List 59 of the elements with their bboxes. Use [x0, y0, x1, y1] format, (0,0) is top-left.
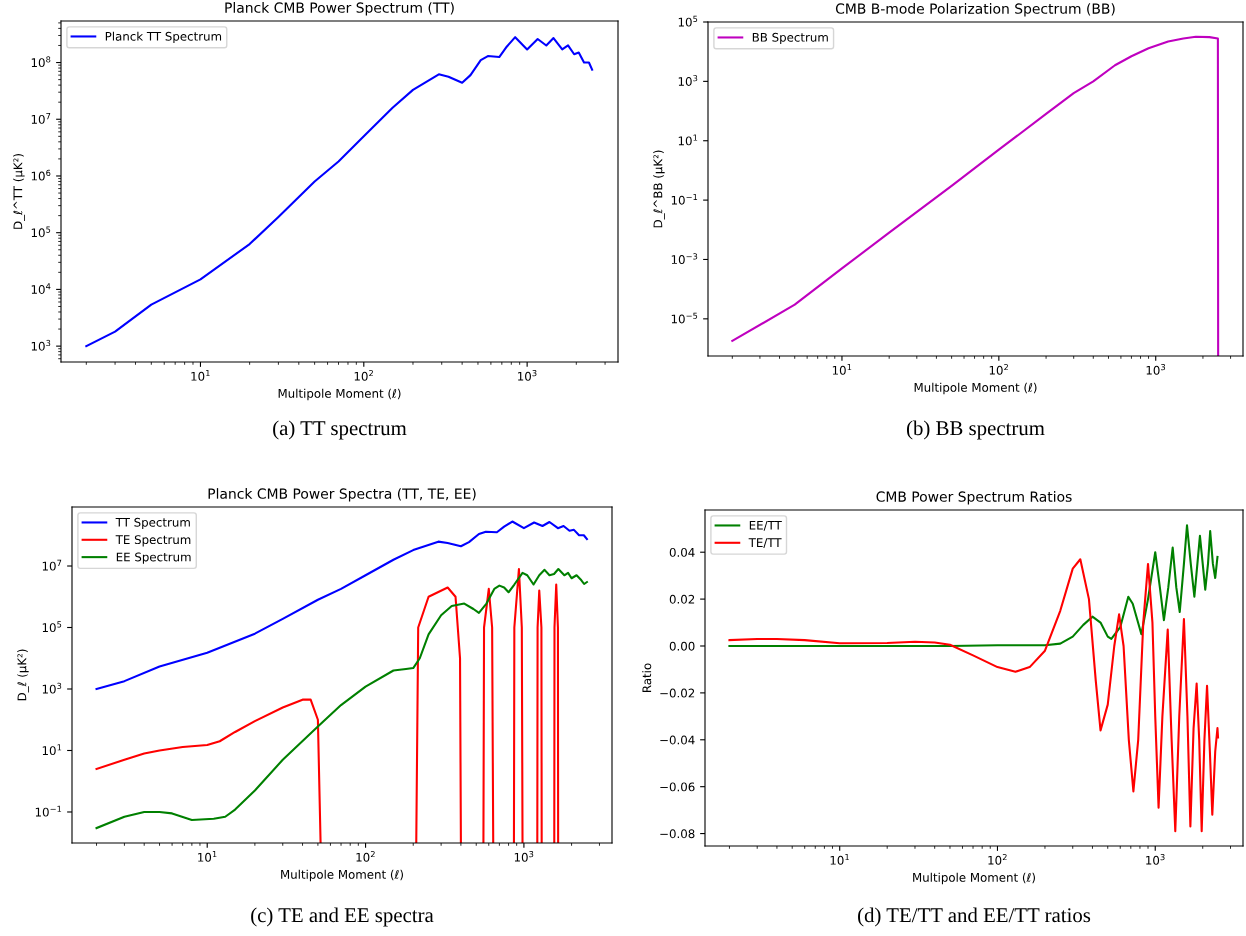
- chart-title: CMB B-mode Polarization Spectrum (BB): [835, 3, 1115, 17]
- chart-title: Planck CMB Power Spectrum (TT): [225, 2, 454, 16]
- y-tick-label: −0.06: [660, 782, 695, 792]
- y-tick-label: 10$^{5}$: [42, 621, 62, 633]
- y-axis-title: D_ℓ (μK²): [17, 649, 29, 701]
- legend-label: TE/TT: [748, 538, 782, 549]
- y-tick-label: 10$^{3}$: [31, 339, 51, 351]
- y-tick-label: 10$^{4}$: [31, 283, 51, 294]
- y-tick-label: 10$^{8}$: [31, 56, 51, 68]
- y-tick-label: −0.02: [660, 688, 695, 698]
- x-tick-label: 10$^{1}$: [830, 854, 849, 865]
- y-tick-label: 10$^{3}$: [42, 682, 62, 694]
- y-axis-title: D_ℓ^BB (μK²): [653, 150, 665, 228]
- x-axis-title: Multipole Moment (ℓ): [913, 872, 1035, 885]
- legend-label: EE/TT: [749, 520, 782, 531]
- legend-label: EE Spectrum: [116, 552, 191, 564]
- x-tick-label: 10$^{1}$: [198, 851, 217, 862]
- x-tick-label: 10$^{2}$: [356, 850, 375, 862]
- x-tick-label: 10$^{2}$: [989, 363, 1009, 375]
- legend-label: Planck TT Spectrum: [105, 31, 222, 44]
- x-tick-label: 10$^{1}$: [832, 364, 852, 375]
- y-tick-label: 10$^{1}$: [42, 744, 62, 756]
- y-tick-label: 10$^{−1}$: [35, 805, 62, 817]
- legend-label: BB Spectrum: [752, 32, 828, 45]
- text: (a) TT spectrum: [273, 420, 407, 440]
- x-tick-label: 10$^{3}$: [518, 369, 537, 381]
- text: (d) TE/TT and EE/TT ratios: [858, 907, 1091, 927]
- y-tick-label: 0.00: [669, 641, 695, 651]
- x-axis-title: Multipole Moment (ℓ): [281, 869, 403, 882]
- y-tick-label: 0.02: [669, 594, 695, 604]
- y-tick-label: 10$^{1}$: [678, 134, 698, 146]
- legend-label: TT Spectrum: [115, 517, 190, 530]
- y-tick-label: 10$^{3}$: [678, 75, 698, 86]
- x-tick-label: 10$^{3}$: [514, 850, 534, 862]
- legend-label: TE Spectrum: [115, 535, 191, 547]
- y-tick-label: 0.04: [669, 547, 695, 557]
- chart-title: Planck CMB Power Spectra (TT, TE, EE): [208, 488, 476, 502]
- y-tick-label: −0.04: [660, 735, 695, 745]
- y-tick-label: 10$^{7}$: [31, 113, 51, 124]
- y-axis-title: D_ℓ^TT (μK²): [13, 154, 25, 229]
- y-tick-label: 10$^{6}$: [31, 169, 51, 181]
- x-tick-label: 10$^{3}$: [1146, 853, 1165, 865]
- y-tick-label: 10$^{7}$: [42, 559, 62, 571]
- y-tick-label: −0.08: [660, 829, 695, 839]
- text: (b) BB spectrum: [906, 420, 1045, 440]
- chart-title: CMB Power Spectrum Ratios: [876, 491, 1072, 505]
- y-tick-label: 10$^{5}$: [31, 226, 51, 238]
- x-tick-label: 10$^{2}$: [988, 853, 1007, 865]
- y-tick-label: 10$^{−5}$: [671, 312, 698, 324]
- x-tick-label: 10$^{1}$: [191, 370, 210, 381]
- y-axis-title: Ratio: [642, 663, 652, 692]
- y-tick-label: 10$^{5}$: [678, 15, 698, 27]
- y-tick-label: 10$^{−1}$: [671, 193, 698, 205]
- text: (c) TE and EE spectra: [251, 907, 434, 927]
- x-tick-label: 10$^{2}$: [354, 369, 373, 381]
- x-tick-label: 10$^{3}$: [1146, 363, 1166, 375]
- x-axis-title: Multipole Moment (ℓ): [278, 388, 401, 401]
- y-tick-label: 10$^{−3}$: [671, 253, 698, 265]
- x-axis-title: Multipole Moment (ℓ): [914, 382, 1037, 395]
